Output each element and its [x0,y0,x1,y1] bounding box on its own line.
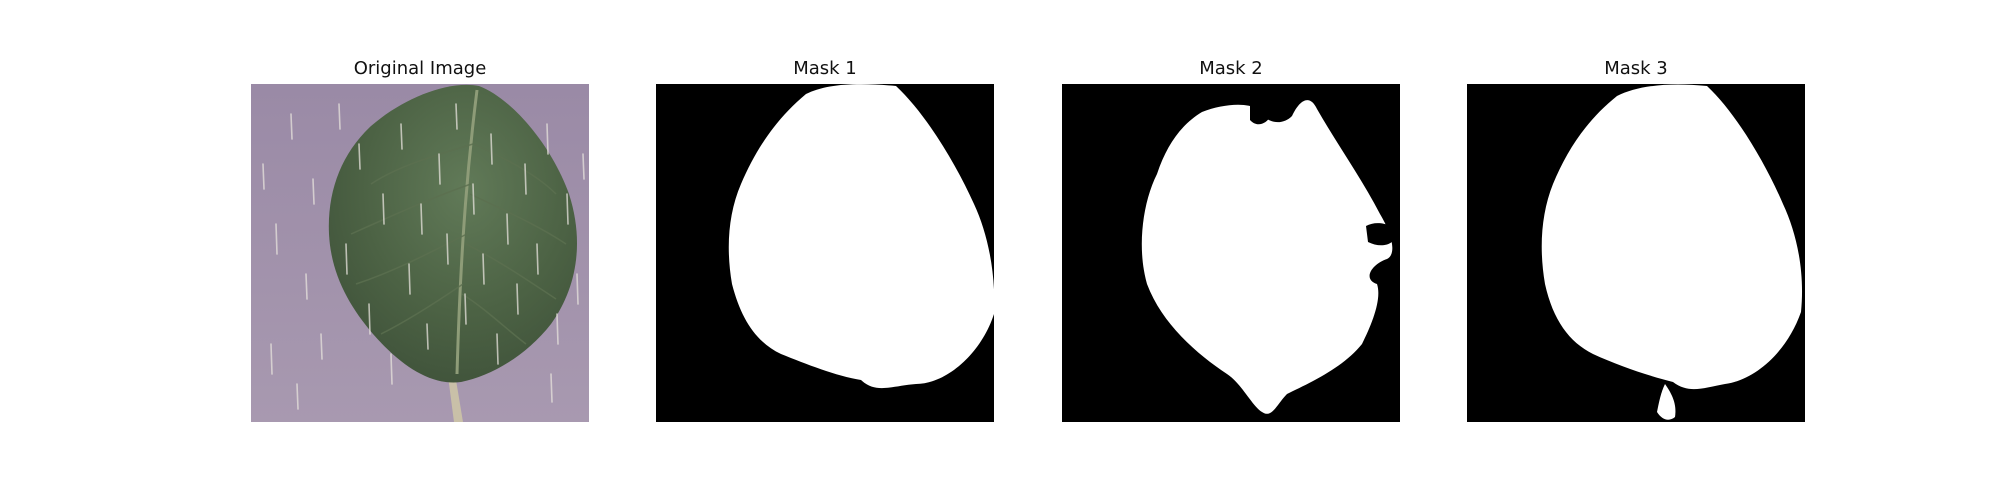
segmentation-mask [656,84,994,422]
panel-mask-2: Mask 2 [1062,0,1400,500]
panel-mask-1: Mask 1 [656,0,994,500]
panel-mask-3: Mask 3 [1467,0,1805,500]
segmentation-mask [1467,84,1805,422]
panel-title: Original Image [353,58,487,79]
panel-original: Original Image [251,0,589,500]
panel-title: Mask 2 [1199,58,1263,79]
segmentation-mask [1062,84,1400,422]
panel-title: Mask 3 [1604,58,1668,79]
panel-title: Mask 1 [793,58,857,79]
leaf-photo [251,84,589,422]
